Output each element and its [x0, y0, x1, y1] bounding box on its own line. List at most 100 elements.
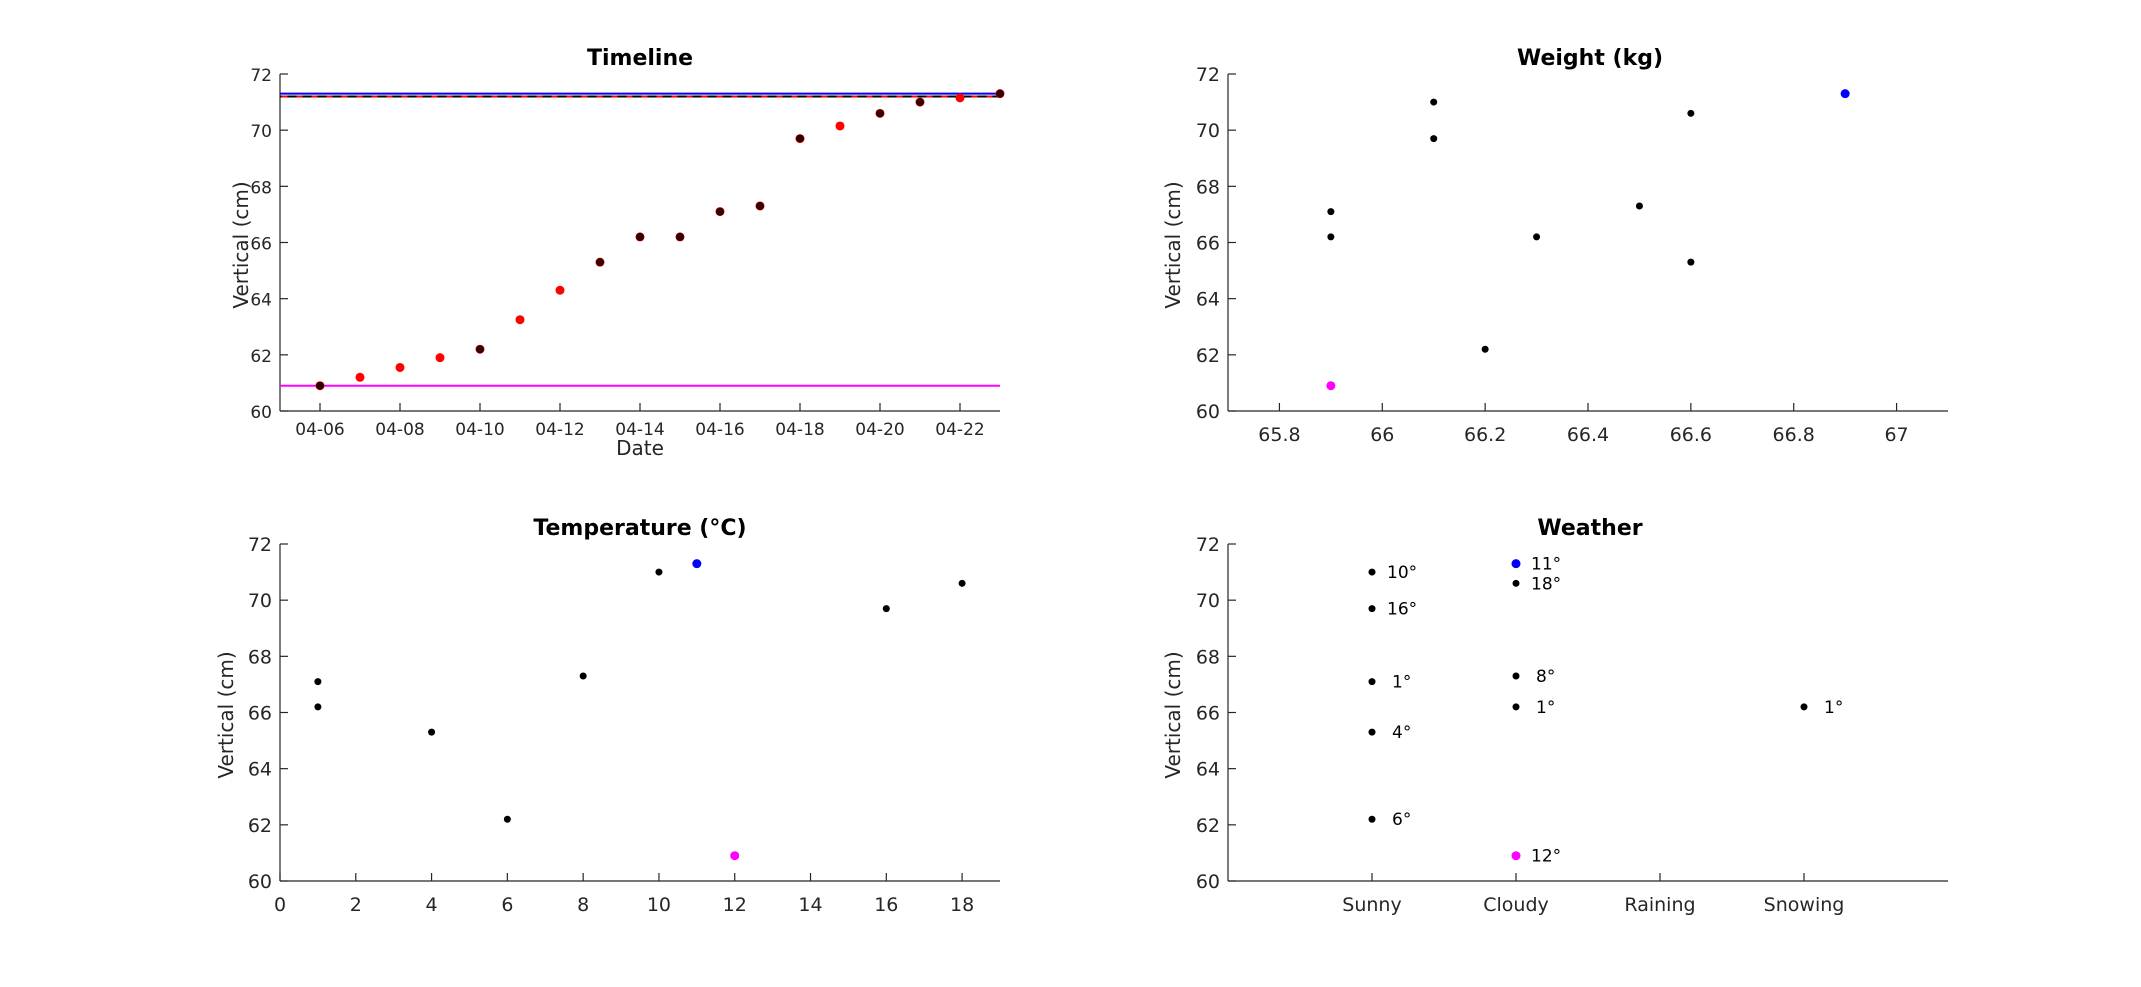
temperature-y-tick-label: 66 — [248, 703, 272, 725]
weather-point-label: 1° — [1536, 698, 1555, 718]
timeline-plot-area: 60 62 64 66 68 70 72 04-06 04-08 04-10 04-12 04-14 0… — [250, 66, 1005, 440]
weight-min-point — [1326, 381, 1336, 391]
temperature-x-tick-label: 8 — [577, 894, 589, 916]
temperature-x-tick-label: 10 — [647, 894, 671, 916]
weight-point — [1533, 233, 1541, 241]
weight-point — [1687, 109, 1695, 117]
temperature-x-tick-label: 18 — [950, 894, 974, 916]
timeline-fitted-point — [955, 93, 965, 103]
temperature-point — [958, 579, 966, 587]
timeline-x-tick-label: 04-20 — [855, 420, 904, 440]
weather-title: Weather — [1537, 516, 1642, 541]
weight-x-tick-label: 66 — [1370, 424, 1394, 446]
weather-x-tick-label: Raining — [1624, 894, 1695, 916]
temperature-x-tick-label: 0 — [274, 894, 286, 916]
weather-point — [1512, 703, 1520, 711]
timeline-y-tick-label: 60 — [250, 403, 272, 423]
weight-point — [1430, 135, 1438, 143]
timeline-ylabel: Vertical (cm) — [229, 181, 253, 308]
temperature-y-tick-label: 64 — [248, 759, 272, 781]
timeline-measured-point — [876, 109, 884, 118]
temperature-y-tick-label: 60 — [248, 871, 272, 893]
weight-ylabel: Vertical (cm) — [1161, 181, 1185, 308]
weather-point-label: 1° — [1824, 698, 1843, 718]
weight-x-tick-label: 66.8 — [1773, 424, 1815, 446]
timeline-measured-point — [916, 98, 924, 107]
temperature-min-point — [730, 851, 740, 861]
timeline-y-tick-label: 72 — [250, 66, 272, 86]
temperature-point — [314, 703, 322, 711]
weather-point — [1368, 678, 1376, 686]
temperature-point — [503, 815, 511, 823]
weight-point — [1327, 208, 1335, 216]
timeline-x-tick-label: 04-14 — [615, 420, 664, 440]
timeline-x-tick-label: 04-12 — [535, 420, 584, 440]
temperature-y-tick-label: 68 — [248, 646, 272, 668]
weather-point-label: 8° — [1536, 667, 1555, 687]
timeline-fitted-point — [395, 362, 405, 372]
weight-point — [1687, 258, 1695, 266]
timeline-y-tick-label: 62 — [250, 347, 272, 367]
weather-point-label: 4° — [1392, 723, 1411, 743]
weight-panel: Weight (kg) Vertical (cm) 60 62 64 66 68 70 72… — [1161, 46, 1948, 446]
weather-y-tick-label: 64 — [1196, 759, 1220, 781]
temperature-point — [579, 672, 587, 680]
weather-point-label: 10° — [1387, 563, 1417, 583]
timeline-measured-point — [756, 201, 764, 210]
weight-y-tick-label: 64 — [1196, 289, 1220, 311]
weight-y-tick-label: 72 — [1196, 64, 1220, 86]
temperature-point — [314, 678, 322, 686]
weather-point — [1368, 728, 1376, 736]
temperature-title: Temperature (°C) — [533, 516, 746, 541]
timeline-panel: Timeline Date Vertical (cm) 60 62 64 66 68 70… — [229, 46, 1005, 460]
weight-y-tick-label: 60 — [1196, 401, 1220, 423]
timeline-fitted-point — [435, 353, 445, 363]
weather-x-tick-label: Sunny — [1342, 894, 1401, 916]
timeline-fitted-point — [355, 372, 365, 382]
weight-y-tick-label: 66 — [1196, 233, 1220, 255]
weather-ylabel: Vertical (cm) — [1161, 651, 1185, 778]
timeline-measured-point — [596, 258, 604, 267]
weather-point — [1368, 605, 1376, 613]
weather-y-tick-label: 60 — [1196, 871, 1220, 893]
timeline-x-tick-label: 04-06 — [295, 420, 344, 440]
weight-plot-area: 60 62 64 66 68 70 72 65.8 66 66.2 66.4 66.6 66.8 67 — [1196, 64, 1948, 446]
weather-plot-area: 60 62 64 66 68 70 72 Sunny Cloudy Raining Snowing 1… — [1196, 534, 1948, 916]
timeline-y-tick-label: 68 — [250, 178, 272, 198]
timeline-y-tick-label: 70 — [250, 122, 272, 142]
timeline-x-tick-label: 04-10 — [455, 420, 504, 440]
temperature-point — [655, 568, 663, 576]
weather-y-tick-label: 68 — [1196, 646, 1220, 668]
timeline-y-tick-label: 64 — [250, 291, 272, 311]
timeline-measured-point — [636, 232, 644, 241]
temperature-x-tick-label: 6 — [501, 894, 513, 916]
timeline-x-tick-label: 04-08 — [375, 420, 424, 440]
timeline-fitted-point — [835, 121, 845, 131]
weight-x-tick-label: 66.2 — [1464, 424, 1506, 446]
weather-point — [1512, 579, 1520, 587]
timeline-title: Timeline — [587, 46, 693, 71]
timeline-x-tick-label: 04-22 — [935, 420, 984, 440]
timeline-measured-point — [316, 381, 324, 390]
timeline-measured-point — [716, 207, 724, 216]
weather-x-tick-label: Snowing — [1764, 894, 1845, 916]
weather-max-point — [1511, 559, 1521, 569]
timeline-y-tick-label: 66 — [250, 235, 272, 255]
weight-point — [1481, 345, 1489, 353]
temperature-x-tick-label: 12 — [723, 894, 747, 916]
temperature-y-tick-label: 72 — [248, 534, 272, 556]
weather-max-point-label: 11° — [1531, 555, 1561, 575]
temperature-y-tick-label: 70 — [248, 590, 272, 612]
temperature-point — [428, 728, 436, 736]
weather-point-label: 6° — [1392, 810, 1411, 830]
weather-panel: Weather Vertical (cm) 60 62 64 66 68 70 72 Sunn… — [1161, 516, 1948, 916]
timeline-x-tick-label: 04-18 — [775, 420, 824, 440]
weight-y-tick-label: 70 — [1196, 120, 1220, 142]
weather-y-tick-label: 70 — [1196, 590, 1220, 612]
timeline-measured-point — [676, 232, 684, 241]
weather-min-point-label: 12° — [1531, 847, 1561, 867]
timeline-measured-point — [796, 134, 804, 143]
temperature-x-tick-label: 2 — [350, 894, 362, 916]
temperature-panel: Temperature (°C) Vertical (cm) 606264666… — [214, 516, 1000, 916]
timeline-fitted-point — [515, 315, 525, 325]
